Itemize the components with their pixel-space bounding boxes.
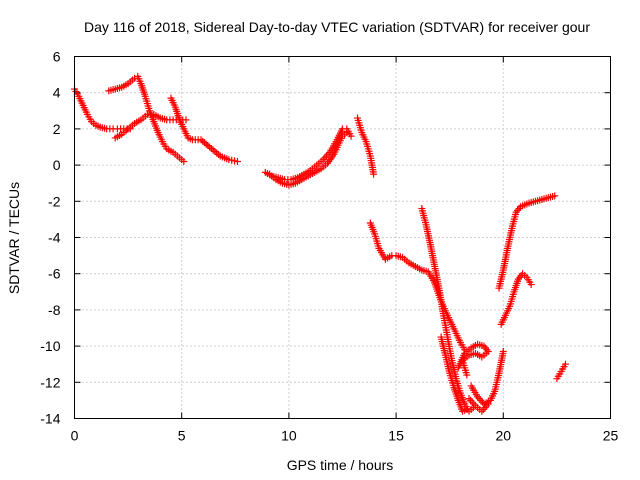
series-arc3 xyxy=(111,110,190,142)
chart-title: Day 116 of 2018, Sidereal Day-to-day VTE… xyxy=(84,19,590,35)
x-tick-label: 10 xyxy=(281,428,297,444)
data-point-marker xyxy=(204,142,212,150)
y-tick-label: -2 xyxy=(48,193,61,209)
series-arc2 xyxy=(105,72,188,165)
series-arc13 xyxy=(465,395,492,415)
data-point-marker xyxy=(463,371,471,379)
y-tick-label: 0 xyxy=(53,157,61,173)
series-arc14 xyxy=(495,192,559,292)
x-axis-label: GPS time / hours xyxy=(287,457,394,473)
data-point-marker xyxy=(484,400,492,408)
data-point-marker xyxy=(468,398,476,406)
data-point-marker xyxy=(479,405,487,413)
series-arc15 xyxy=(497,270,535,328)
data-point-marker xyxy=(370,170,378,178)
data-point-marker xyxy=(347,132,355,140)
data-point-marker xyxy=(182,116,190,124)
grid xyxy=(74,56,611,419)
axis-ticks: 0 5 10 15 20 25 -14 -12 -10 -8 -6 -4 -2 0 2 4 6 xyxy=(40,49,618,444)
x-tick-label: 0 xyxy=(71,428,79,444)
series-arc9 xyxy=(418,205,477,415)
y-tick-label: -4 xyxy=(48,230,61,246)
series-arc7 xyxy=(354,114,378,178)
series-arc6 xyxy=(266,129,351,189)
y-tick-label: -14 xyxy=(40,411,60,427)
y-tick-label: -8 xyxy=(48,302,61,318)
y-axis-label: SDTVAR / TECUs xyxy=(6,182,22,294)
x-tick-label: 15 xyxy=(388,428,404,444)
y-tick-label: -6 xyxy=(48,266,61,282)
x-tick-label: 25 xyxy=(603,428,619,444)
data-point-marker xyxy=(180,157,188,165)
y-tick-label: 6 xyxy=(53,49,61,65)
data-point-marker xyxy=(343,129,351,137)
y-tick-label: -10 xyxy=(40,338,60,354)
data-point-marker xyxy=(233,157,241,165)
data-point-marker xyxy=(467,396,475,404)
plot-frame xyxy=(74,56,611,419)
series-arc10 xyxy=(437,333,471,415)
data-point-marker xyxy=(499,348,507,356)
data-points xyxy=(71,72,569,415)
data-point-marker xyxy=(463,405,471,413)
series-arc11 xyxy=(454,340,492,379)
series-arc4 xyxy=(167,94,241,165)
y-tick-label: 2 xyxy=(53,121,61,137)
data-point-marker xyxy=(465,395,473,403)
y-tick-label: 4 xyxy=(53,85,61,101)
series-arc16 xyxy=(553,360,569,383)
data-point-marker xyxy=(551,192,559,200)
data-point-marker xyxy=(561,360,569,368)
x-tick-label: 5 xyxy=(178,428,186,444)
series-arc8 xyxy=(366,219,469,354)
x-tick-label: 20 xyxy=(496,428,512,444)
data-point-marker xyxy=(527,281,535,289)
y-tick-label: -12 xyxy=(40,374,60,390)
